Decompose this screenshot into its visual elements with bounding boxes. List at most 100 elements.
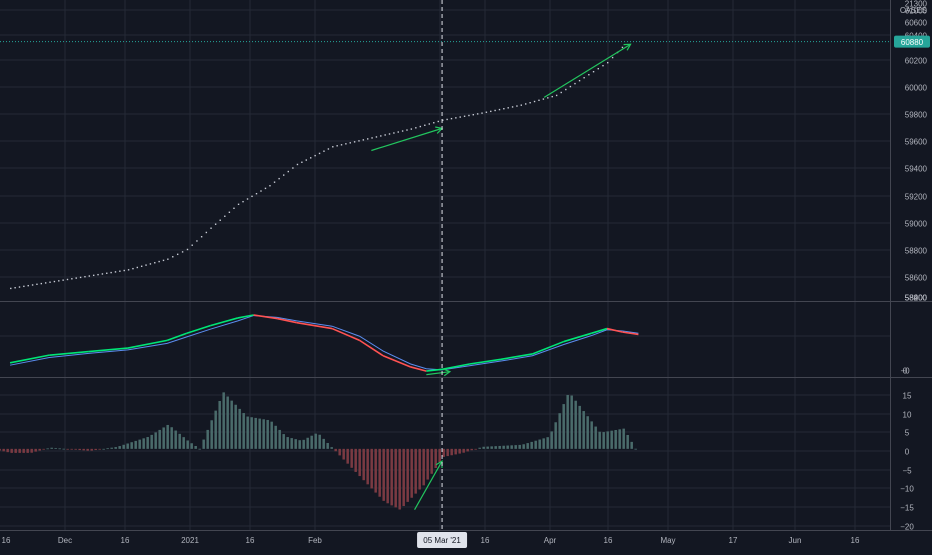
price-dot — [323, 150, 325, 152]
signal-line — [9, 315, 639, 371]
histogram-bar — [86, 448, 89, 451]
histogram-bar — [262, 419, 265, 449]
price-dot — [136, 266, 139, 269]
price-dot — [472, 114, 475, 116]
histogram-bar — [562, 404, 565, 449]
annotation-arrow-line — [543, 43, 631, 98]
histogram-bar — [130, 442, 133, 449]
price-dot — [332, 146, 334, 148]
histogram-bar — [170, 427, 173, 449]
annotation-arrow-line — [426, 371, 450, 376]
price-dot — [437, 120, 439, 123]
price-dot — [349, 142, 351, 144]
histogram-bar — [326, 443, 329, 449]
price-dot — [27, 284, 29, 287]
price-dot — [49, 281, 51, 283]
histogram-bar — [538, 439, 541, 449]
price-dot — [196, 240, 198, 242]
histogram-bar — [18, 448, 21, 453]
price-dot — [228, 211, 231, 213]
price-dot — [433, 122, 435, 124]
price-dot — [18, 286, 21, 288]
price-dot — [62, 279, 64, 281]
histogram-bar — [478, 447, 481, 449]
price-dot — [242, 200, 244, 203]
macd-segment — [359, 339, 384, 357]
price-dot — [498, 108, 501, 111]
price-dot — [269, 185, 271, 187]
price-dot — [132, 267, 134, 270]
price-dot — [114, 271, 117, 273]
price-dot — [547, 97, 549, 99]
price-dot — [583, 77, 585, 79]
time-tick-label: Dec — [58, 536, 72, 545]
histogram-tick-label: 5 — [905, 429, 910, 438]
histogram-bar — [462, 448, 465, 453]
price-dot — [264, 187, 267, 190]
time-tick-label: 16 — [851, 536, 860, 545]
time-tick-label: May — [660, 536, 675, 545]
histogram-bar — [486, 446, 489, 449]
price-dot — [176, 253, 179, 256]
histogram-bar — [142, 438, 145, 449]
price-dot — [538, 99, 540, 101]
macd-segment — [210, 317, 239, 327]
price-dot — [305, 159, 307, 161]
price-tick-label: 59800 — [905, 111, 928, 120]
price-dot — [442, 119, 444, 121]
price-dot — [246, 198, 249, 200]
price-tick-label: 58600 — [905, 274, 928, 283]
crosshair-date-badge — [417, 532, 468, 548]
price-dot — [273, 181, 276, 183]
histogram-bar — [250, 417, 253, 449]
histogram-bar — [582, 411, 585, 449]
histogram-bar — [354, 448, 357, 472]
price-dot — [516, 105, 518, 107]
price-dot — [44, 282, 47, 284]
price-dot — [214, 223, 217, 225]
price-dot — [520, 104, 523, 106]
price-dot — [191, 244, 193, 246]
price-dot — [181, 251, 184, 253]
price-dot — [310, 157, 312, 159]
price-tick-label: 59600 — [905, 138, 928, 147]
histogram-bar — [178, 433, 181, 449]
price-dot — [424, 124, 426, 126]
histogram-bar — [482, 446, 485, 449]
macd-segment — [382, 354, 411, 368]
price-dot — [481, 112, 483, 114]
price-tick-label: 58000 — [905, 294, 928, 303]
histogram-bar — [50, 447, 53, 449]
price-dot — [569, 85, 572, 88]
histogram-bar — [222, 392, 225, 449]
macd-tick-label: −0 — [900, 367, 910, 376]
histogram-bar — [42, 448, 45, 450]
price-dot — [127, 269, 130, 271]
histogram-bar — [598, 431, 601, 449]
histogram-bar — [242, 413, 245, 449]
time-tick-label: 16 — [604, 536, 613, 545]
histogram-bar — [58, 448, 61, 450]
histogram-bar — [158, 429, 161, 449]
histogram-bar — [318, 434, 321, 449]
macd-segment — [591, 327, 608, 335]
price-dot — [463, 115, 466, 117]
histogram-bar — [330, 447, 333, 449]
histogram-bar — [446, 448, 449, 457]
time-tick-label: Apr — [544, 536, 557, 545]
price-dot — [75, 277, 77, 279]
histogram-bar — [106, 448, 109, 450]
price-dot — [140, 265, 143, 267]
price-dot — [287, 170, 289, 173]
histogram-bar — [122, 444, 125, 449]
histogram-bar — [206, 429, 209, 449]
price-dot — [233, 207, 235, 210]
histogram-bar — [406, 448, 409, 502]
histogram-bar — [530, 441, 533, 449]
histogram-bar — [34, 448, 37, 452]
price-dot — [14, 287, 16, 289]
price-dot — [66, 278, 69, 281]
histogram-bar — [470, 448, 473, 451]
